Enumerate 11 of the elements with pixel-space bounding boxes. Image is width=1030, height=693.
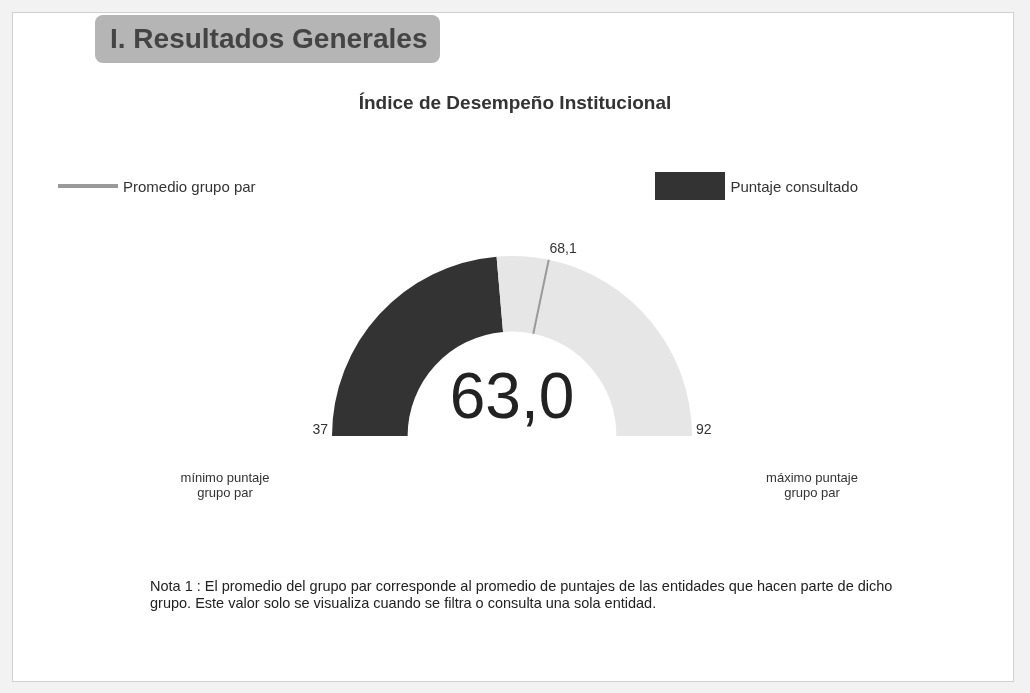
text: 68,1 <box>549 239 577 256</box>
text: Promedio grupo par <box>123 177 256 195</box>
text: 37 <box>312 420 329 437</box>
text: 63,0 <box>449 360 575 432</box>
text: Nota 1 : El promedio del grupo par corresponde al promedio de puntajes de las entidades que hacen parte de dicho grupo. Este valor solo se visualiza cuando se filtra o consulta una sola entidad. <box>150 578 894 612</box>
chart-subtitle: Índice de Desempeño Institucional <box>357 92 673 114</box>
text: máximo puntaje grupo par <box>765 470 859 500</box>
legend-label: Puntaje consultado <box>730 177 858 195</box>
chart-title: I. Resultados Generales <box>95 15 440 63</box>
text: mínimo puntaje grupo par <box>179 470 271 500</box>
text: 92 <box>696 420 712 437</box>
